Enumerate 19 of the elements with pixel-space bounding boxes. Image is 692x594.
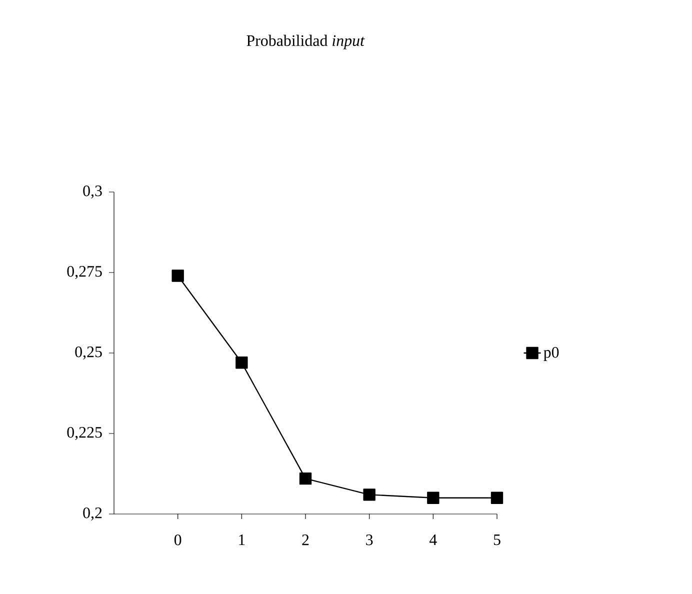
x-tick-label: 3 (366, 534, 373, 546)
y-tick-label: 0,275 (67, 266, 102, 280)
point (490, 492, 504, 504)
point (172, 270, 184, 282)
point (299, 472, 312, 485)
point (363, 488, 376, 501)
x-tick-label: 0 (174, 534, 182, 546)
y-tick-label: 0,2 (83, 507, 102, 521)
legend-label: p0 (544, 346, 559, 361)
y-tick-label: 0,3 (83, 185, 102, 199)
x-tick-label: 5 (494, 534, 500, 546)
y-tick-label: 0,25 (75, 346, 102, 360)
x-tick-label: 2 (302, 534, 309, 546)
x-tick-label: 4 (429, 534, 437, 546)
point (427, 492, 440, 504)
y-tick-label: 0,225 (67, 426, 102, 440)
point (236, 356, 248, 369)
x-tick-label: 1 (239, 534, 245, 546)
chart-title: Probabilidad input (246, 34, 365, 50)
